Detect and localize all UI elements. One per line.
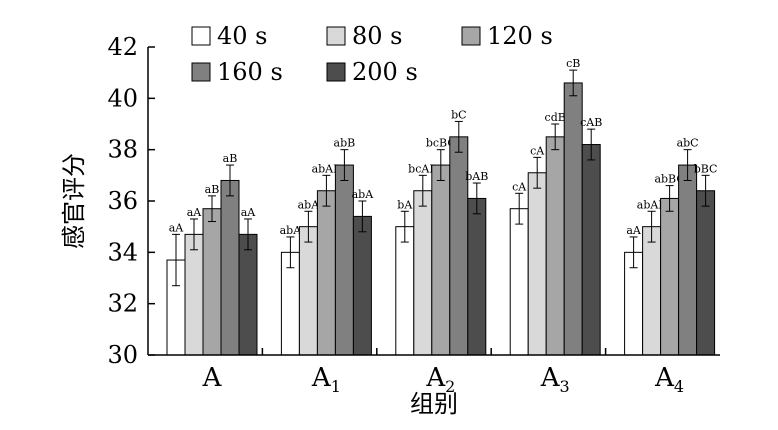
x-axis-title: 组别 <box>410 390 458 418</box>
x-tick-label: A2 <box>425 363 455 396</box>
bar <box>352 215 372 356</box>
data-label: aA <box>241 206 257 219</box>
bar <box>660 197 680 356</box>
bar <box>316 190 336 356</box>
x-tick-label: A1 <box>311 363 341 396</box>
axes-layer: 30 32 34 36 38 40 42 A A1 A2 A3 A4 <box>107 33 720 396</box>
data-label: bBC <box>694 162 718 175</box>
bar <box>238 233 258 356</box>
bar <box>678 164 698 356</box>
bars-layer: aAaAaBaBaAabAabAabABabBabAbAbcABbcBCbCbA… <box>166 57 718 356</box>
data-label: aA <box>626 224 642 237</box>
y-tick-label: 40 <box>107 84 138 112</box>
bar <box>696 190 716 356</box>
data-label: cB <box>566 57 580 70</box>
y-tick-label: 42 <box>107 33 138 61</box>
x-tick-label: A3 <box>540 363 570 396</box>
data-label: aB <box>205 183 220 196</box>
y-tick-label: 38 <box>107 136 138 164</box>
data-label: cA <box>530 144 545 157</box>
legend-label: 80 s <box>352 22 402 50</box>
y-tick-label: 30 <box>107 341 138 369</box>
legend-label: 40 s <box>217 22 267 50</box>
data-label: abAB <box>637 198 667 211</box>
x-tick-label: A <box>202 363 223 393</box>
legend-label: 120 s <box>487 22 553 50</box>
y-tick-label: 34 <box>107 238 138 266</box>
data-label: bA <box>397 198 413 211</box>
bar <box>220 179 240 356</box>
data-label: cA <box>512 180 527 193</box>
bar <box>184 233 204 356</box>
data-label: abBC <box>654 173 684 186</box>
bar <box>395 226 415 356</box>
bar <box>467 197 487 356</box>
bar <box>413 190 433 356</box>
bar <box>431 164 451 356</box>
data-label: cAB <box>580 116 602 129</box>
data-label: abB <box>334 137 356 150</box>
data-label: bC <box>451 108 466 121</box>
data-label: aA <box>169 221 185 234</box>
legend-label: 160 s <box>217 58 283 86</box>
data-label: aA <box>187 206 203 219</box>
bar <box>202 208 222 356</box>
y-tick-label: 36 <box>107 187 138 215</box>
legend-swatch <box>326 26 346 46</box>
legend-swatch <box>191 62 211 82</box>
legend-swatch <box>191 26 211 46</box>
y-tick-label: 32 <box>107 290 138 318</box>
data-label: abA <box>280 224 303 237</box>
data-label: abAB <box>312 162 342 175</box>
bar <box>545 136 565 356</box>
legend-label: 200 s <box>352 58 418 86</box>
data-label: abA <box>298 198 321 211</box>
legend-swatch <box>326 62 346 82</box>
legend-swatch <box>461 26 481 46</box>
data-label: bcBC <box>426 137 456 150</box>
y-axis-title: 感官评分 <box>60 153 88 249</box>
x-tick-label: A4 <box>654 363 684 396</box>
bar <box>298 226 318 356</box>
data-label: abC <box>677 137 699 150</box>
data-label: bcAB <box>408 162 437 175</box>
data-label: aB <box>223 152 238 165</box>
data-label: abA <box>352 188 375 201</box>
data-label: cdB <box>545 111 566 124</box>
bar <box>527 172 547 356</box>
data-label: bAB <box>465 170 488 183</box>
bar <box>581 144 601 356</box>
bar <box>642 226 662 356</box>
legend: 40 s 80 s 120 s 160 s 200 s <box>191 22 553 86</box>
bar <box>509 208 529 356</box>
